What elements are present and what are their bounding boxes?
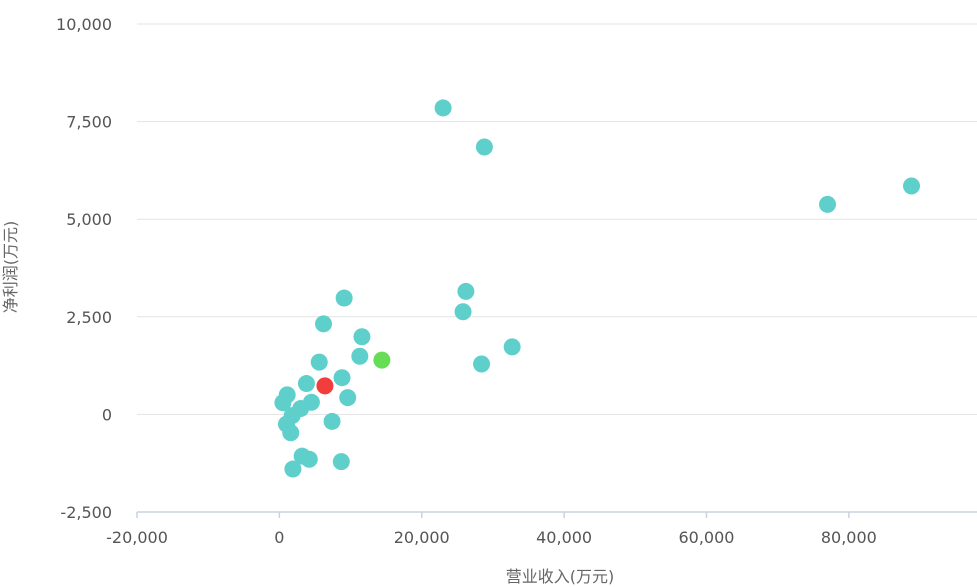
x-tick-label: 80,000 [821,528,877,547]
data-point[interactable] [457,282,475,300]
y-tick-label: 2,500 [66,308,112,327]
x-tick-label: 60,000 [678,528,734,547]
data-point[interactable] [297,375,315,393]
x-axis-ticks: -20,000 0 20,000 40,000 60,000 80,000 [106,512,877,547]
data-point[interactable] [274,394,292,412]
y-tick-label: 7,500 [66,113,112,132]
data-point[interactable] [310,353,328,371]
data-point-green[interactable] [373,351,391,369]
x-tick-label: 40,000 [536,528,592,547]
y-tick-label: -2,500 [60,503,112,522]
data-point[interactable] [339,389,357,407]
data-point[interactable] [503,338,521,356]
data-point[interactable] [351,347,369,365]
x-tick-label: 0 [274,528,284,547]
data-point[interactable] [454,303,472,321]
data-point-red[interactable] [316,377,334,395]
x-tick-label: 20,000 [394,528,450,547]
data-point[interactable] [323,412,341,430]
y-tick-label: 5,000 [66,210,112,229]
data-point[interactable] [353,328,371,346]
data-point[interactable] [284,460,302,478]
data-point[interactable] [434,99,452,117]
data-point[interactable] [473,355,491,373]
y-axis-title: 净利润(万元) [1,221,20,314]
data-point[interactable] [315,315,333,333]
data-point[interactable] [332,453,350,471]
x-tick-label: -20,000 [106,528,168,547]
data-point[interactable] [819,195,837,213]
data-point[interactable] [335,289,353,307]
y-tick-label: 10,000 [56,15,112,34]
data-point[interactable] [333,369,351,387]
y-tick-label: 0 [102,405,112,424]
data-points [274,99,921,478]
data-point[interactable] [903,177,921,195]
data-point[interactable] [475,138,493,156]
data-point[interactable] [300,450,318,468]
grid-lines [137,23,977,415]
data-point[interactable] [282,424,300,442]
y-axis-ticks: -2,500 0 2,500 5,000 7,500 10,000 [56,15,112,522]
x-axis-title: 营业收入(万元) [506,567,615,586]
